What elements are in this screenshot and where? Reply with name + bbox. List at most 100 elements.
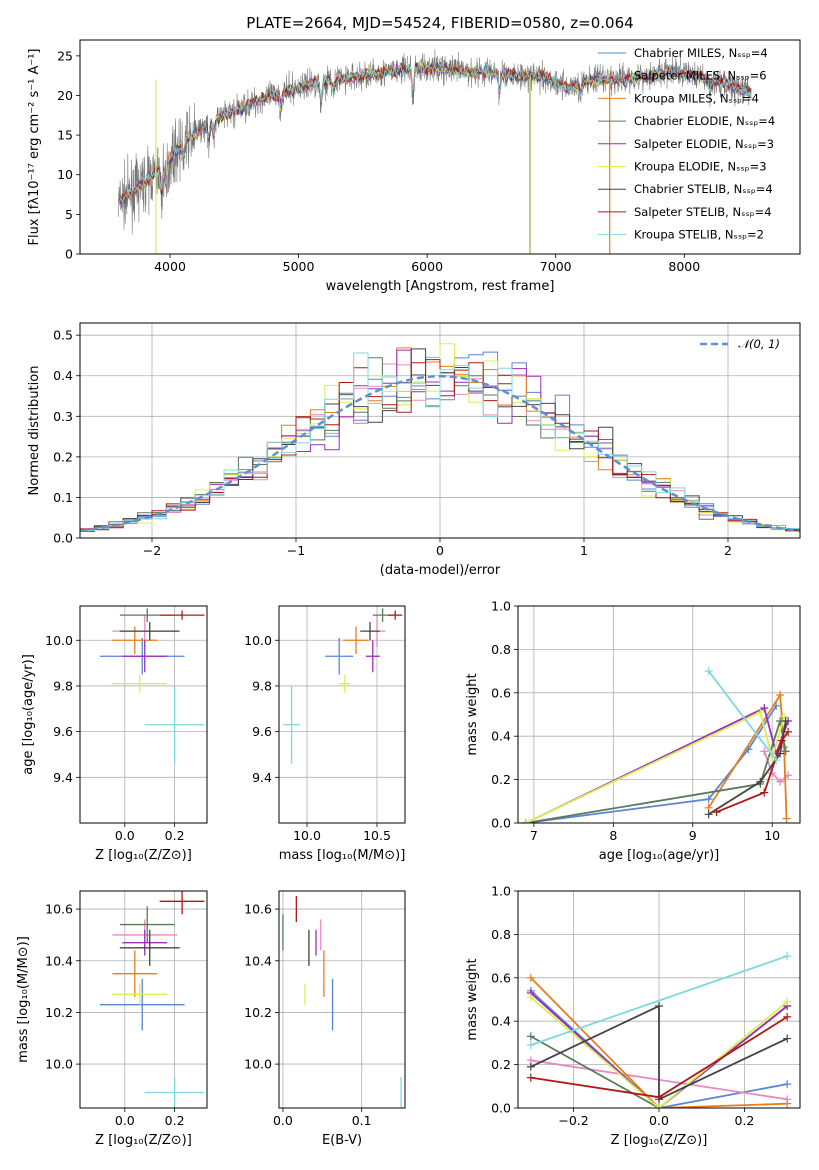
weight-marker [760, 788, 769, 797]
weight-marker [760, 703, 769, 712]
weight-marker [526, 1073, 535, 1082]
weight-marker [776, 690, 785, 699]
mass-vs-ebv-xtick-label: 0.1 [352, 1113, 372, 1128]
age-vs-mass-ytick-label: 9.8 [252, 678, 272, 693]
spectrum-ytick-label: 15 [57, 128, 73, 143]
spectrum-ylabel: Flux [fλ10⁻¹⁷ erg cm⁻² s⁻¹ A⁻¹] [27, 49, 42, 246]
spectrum-legend: Chabrier MILES, Nₛₛₚ=4 Salpeter MILES, Nₛ… [598, 46, 775, 242]
mass-vs-ebv-ytick-label: 10.2 [244, 1005, 272, 1020]
weight-marker [783, 1099, 792, 1108]
age-vs-Z-xtick-label: 0.2 [165, 828, 185, 843]
spectrum-xtick-label: 8000 [668, 259, 700, 274]
weight-vs-Z-ylabel: mass weight [465, 958, 480, 1040]
weight-vs-age-xtick-label: 9 [689, 828, 697, 843]
mass-vs-Z-ytick-label: 10.0 [45, 1057, 73, 1072]
spectrum-model-line [118, 61, 752, 205]
weight-marker [526, 1062, 535, 1071]
residuals-xtick-label: 1 [580, 543, 588, 558]
weight-marker [712, 808, 721, 817]
weight-marker [655, 1104, 663, 1108]
age-vs-mass-ytick-label: 9.4 [252, 770, 272, 785]
weight-vs-Z-xtick-label: 0.0 [649, 1113, 669, 1128]
weight-vs-age-ytick-label: 1.0 [491, 599, 511, 614]
weight-vs-Z-ytick-label: 0.4 [491, 1014, 511, 1029]
weight-vs-age-plot-area [521, 667, 793, 823]
weight-vs-Z-xtick-label: 0.2 [735, 1113, 755, 1128]
weight-marker [782, 814, 791, 823]
spectrum-frame [79, 39, 801, 255]
weight-line [525, 711, 785, 823]
legend-entry: Chabrier ELODIE, Nₛₛₚ=4 [634, 114, 775, 128]
weight-marker [526, 1041, 535, 1050]
mass-vs-Z-axes [80, 891, 207, 1108]
legend-entry: Kroupa MILES, Nₛₛₚ=4 [634, 91, 759, 105]
residuals-plot-area [80, 343, 800, 533]
legend-entry: Kroupa STELIB, Nₛₛₚ=2 [634, 228, 764, 242]
weight-marker [784, 727, 793, 736]
residuals-ytick-label: 0.0 [53, 531, 73, 546]
weight-vs-age-xtick-label: 7 [530, 828, 538, 843]
weight-marker [704, 795, 713, 804]
spectrum-xtick-label: 7000 [540, 259, 572, 274]
age-vs-mass-plot-area [283, 608, 403, 764]
weight-vs-age-ytick-label: 0.4 [491, 729, 511, 744]
mass-vs-Z-xtick-label: 0.0 [115, 1113, 135, 1128]
residuals-xtick-label: −1 [287, 543, 305, 558]
age-vs-mass-xlabel: mass [log₁₀(M/M⊙)] [279, 848, 406, 863]
weight-vs-Z-xtick-label: −0.2 [558, 1113, 588, 1128]
legend-entry: Chabrier STELIB, Nₛₛₚ=4 [634, 182, 773, 196]
age-vs-mass-axes [279, 606, 405, 823]
legend-entry: Salpeter MILES, Nₛₛₚ=6 [634, 69, 767, 83]
weight-marker [772, 756, 781, 765]
residuals-xlabel: (data-model)/error [380, 563, 501, 578]
weight-vs-Z-ytick-label: 0.8 [491, 927, 511, 942]
spectrum-ytick-label: 0 [65, 247, 73, 262]
weight-marker [783, 997, 792, 1006]
mass-vs-ebv-axes [279, 891, 405, 1108]
mass-vs-Z-plot-area [99, 891, 205, 1108]
weight-marker [756, 777, 765, 786]
weight-marker [526, 1032, 535, 1041]
spectrum-xtick-label: 4000 [154, 259, 186, 274]
weight-vs-age-frame [517, 605, 801, 824]
weight-vs-age-xtick-label: 10 [764, 828, 780, 843]
weight-marker [526, 993, 535, 1002]
residuals-ytick-label: 0.4 [53, 368, 73, 383]
legend-entry: 𝒩(0, 1) [738, 337, 780, 351]
residuals-ytick-label: 0.1 [53, 490, 73, 505]
spectrum-ytick-label: 25 [57, 48, 73, 63]
legend-entry: Salpeter ELODIE, Nₛₛₚ=3 [634, 137, 774, 151]
weight-marker [781, 747, 790, 756]
weight-line [530, 1004, 788, 1101]
age-vs-Z-plot-area [99, 608, 205, 764]
residuals-ytick-label: 0.2 [53, 449, 73, 464]
legend-entry: Kroupa ELODIE, Nₛₛₚ=3 [634, 160, 767, 174]
mass-vs-ebv-ytick-label: 10.4 [244, 953, 272, 968]
weight-line [763, 751, 789, 784]
weight-marker [760, 747, 769, 756]
weight-line [708, 720, 787, 816]
age-vs-Z-ytick-label: 9.4 [53, 770, 73, 785]
mass-vs-Z-xtick-label: 0.2 [165, 1113, 185, 1128]
weight-vs-Z-ytick-label: 1.0 [491, 884, 511, 899]
weight-line [530, 977, 788, 1108]
mass-vs-ebv-plot-area [282, 896, 402, 1108]
weight-line [525, 705, 777, 823]
weight-vs-age-ytick-label: 0.2 [491, 772, 511, 787]
mass-vs-ebv-xtick-label: 0.0 [273, 1113, 293, 1128]
residuals-ytick-label: 0.5 [53, 328, 73, 343]
weight-line [530, 996, 788, 1108]
residuals-ylabel: Normed distribution [27, 366, 42, 496]
weight-marker [704, 667, 713, 676]
weight-marker [783, 1012, 792, 1021]
age-vs-Z-ytick-label: 9.8 [53, 678, 73, 693]
residuals-xtick-label: −2 [143, 543, 161, 558]
weight-marker [526, 973, 535, 982]
age-vs-mass-xtick-label: 10.5 [363, 828, 391, 843]
residuals-xtick-label: 0 [436, 543, 444, 558]
spectrum-model-line [118, 62, 752, 202]
age-vs-Z-frame [79, 605, 208, 824]
legend-entry: Salpeter STELIB, Nₛₛₚ=4 [634, 205, 772, 219]
age-vs-Z-frame-group: 0.0 0.2 9.4 9.6 9.8 10.0 Z [log₁₀(Z/Z⊙)] age [l… [21, 605, 208, 863]
age-vs-Z-axes [80, 606, 207, 823]
